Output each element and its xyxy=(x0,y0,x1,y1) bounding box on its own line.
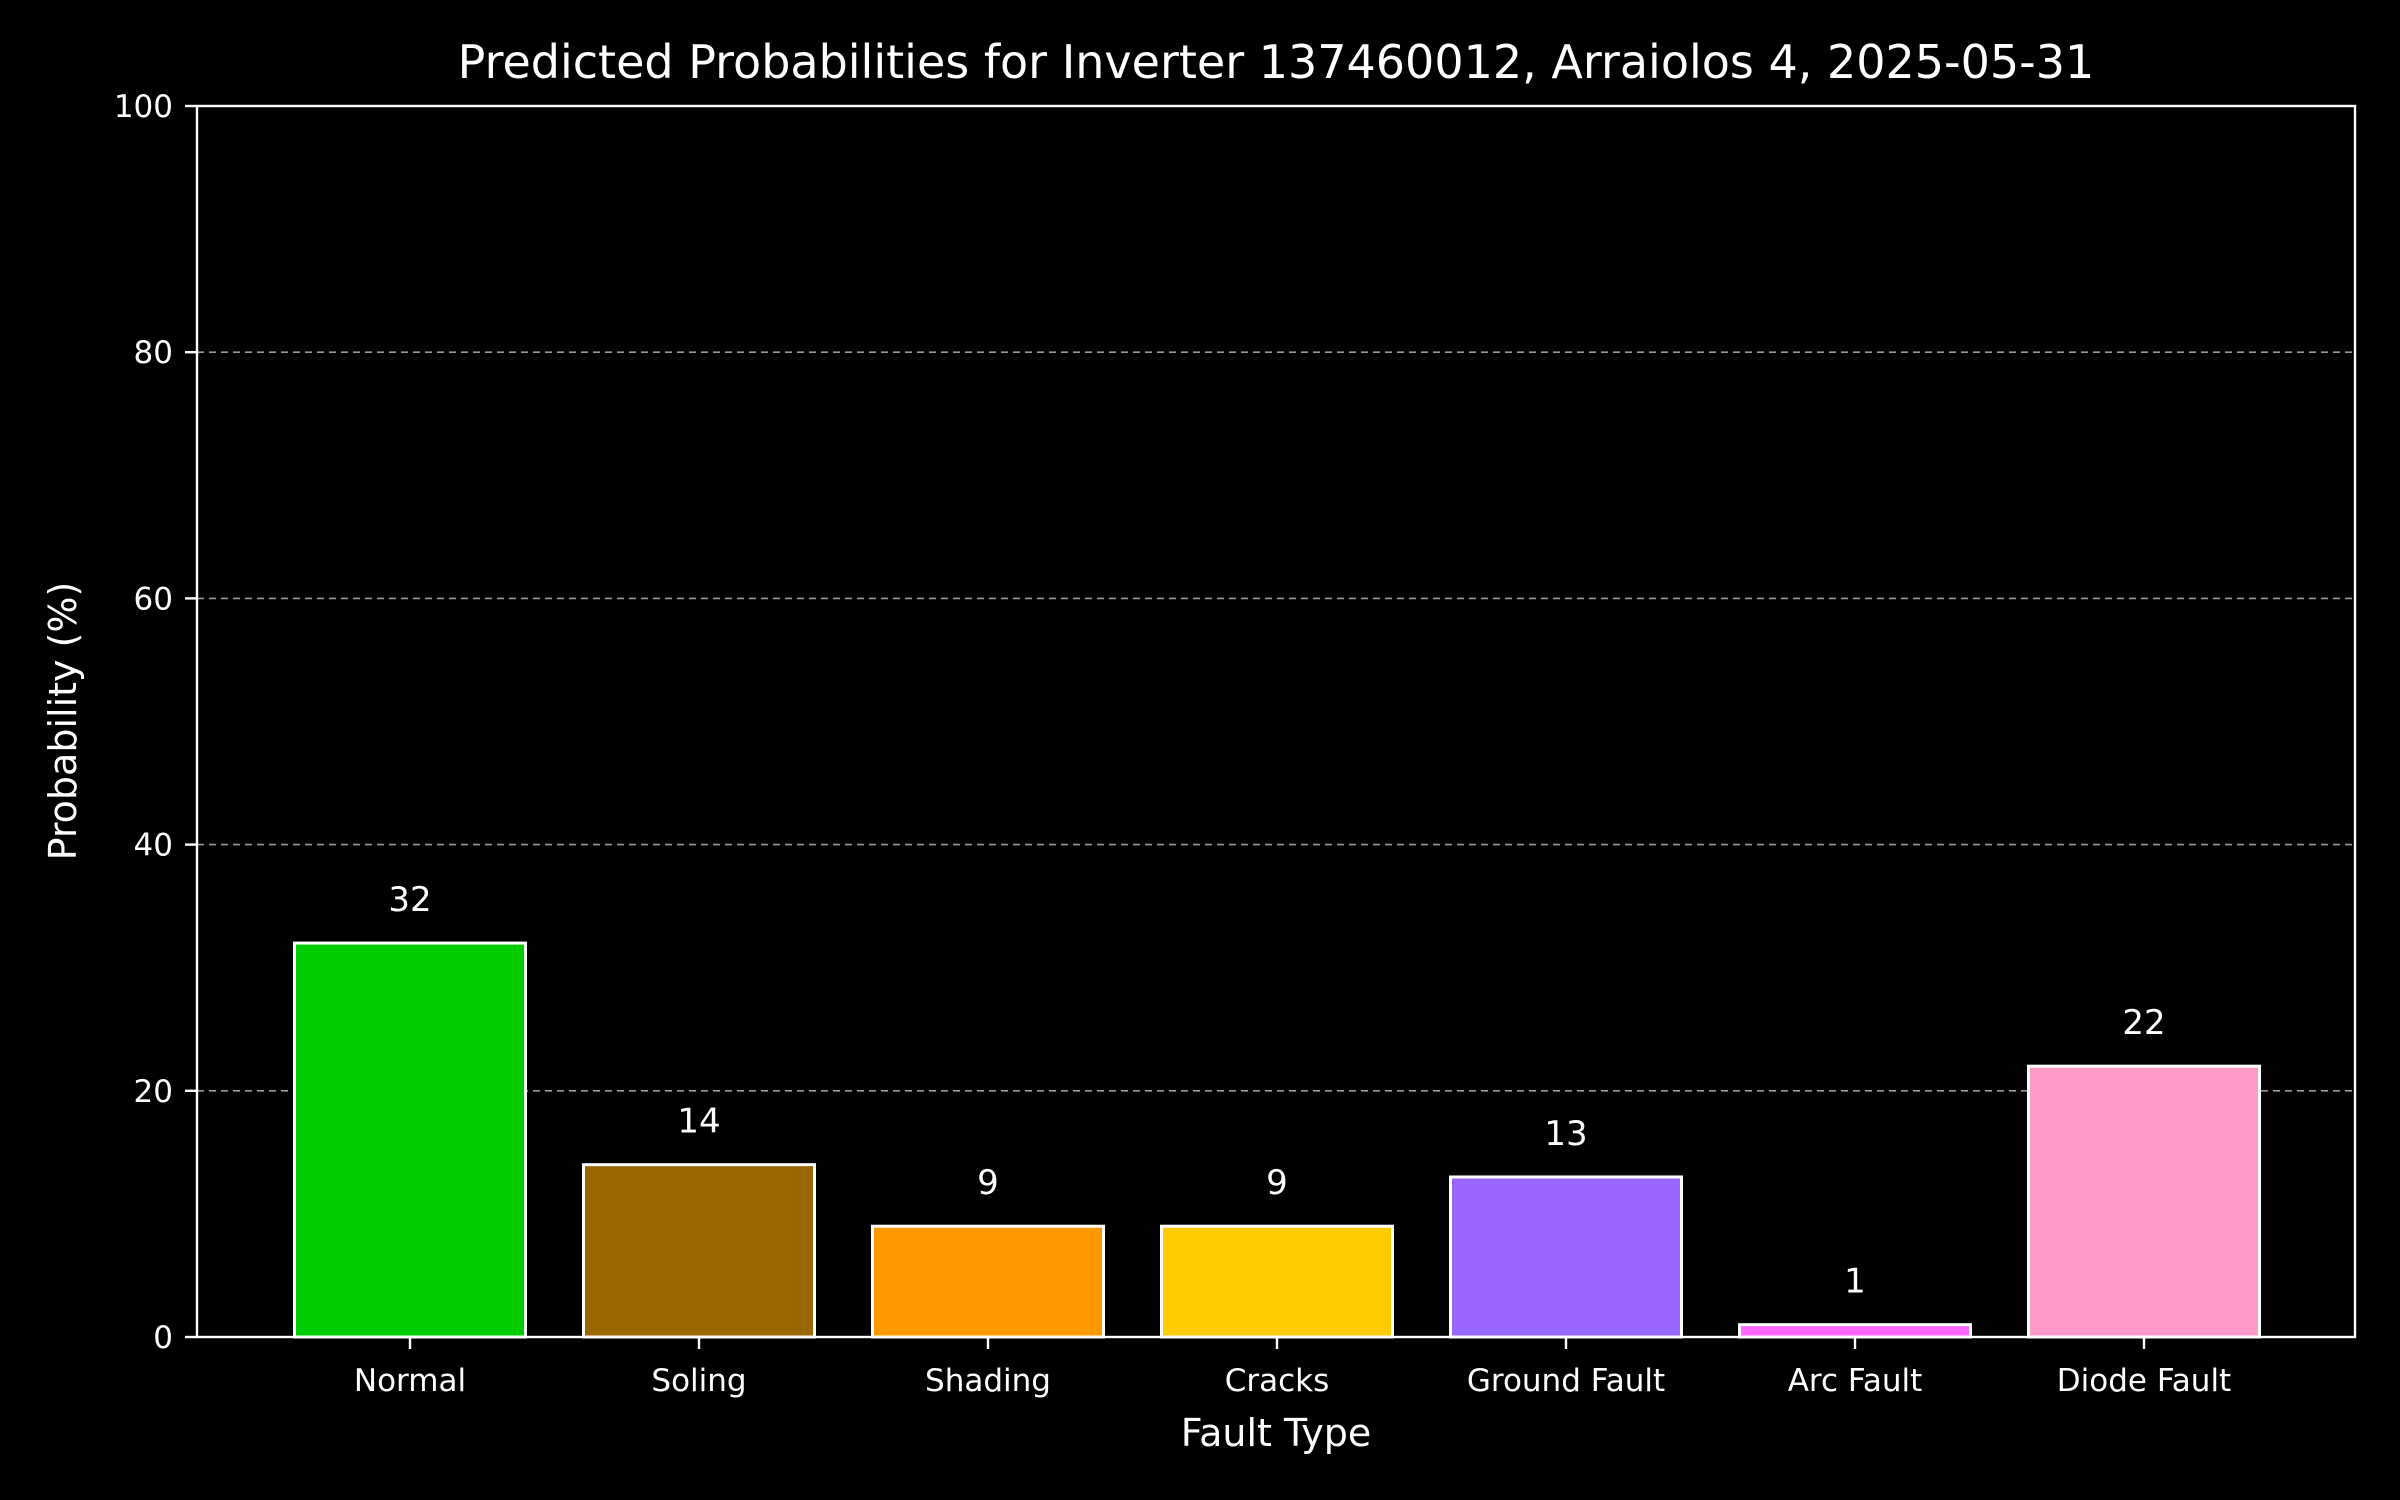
x-axis-ticks: Normal Soling Shading Cracks Ground Fault Arc… xyxy=(354,1337,2231,1399)
data-label: 32 xyxy=(388,880,431,920)
x-tick-label: Normal xyxy=(354,1363,466,1399)
chart-title: Predicted Probabilities for Inverter 137… xyxy=(458,35,2095,89)
y-axis-ticks: 0 20 40 60 80 100 xyxy=(114,89,197,1356)
x-tick-label: Ground Fault xyxy=(1467,1363,1665,1399)
data-labels: 32 14 9 9 13 1 22 xyxy=(388,880,2165,1302)
x-tick-label: Shading xyxy=(925,1363,1051,1399)
y-tick-label: 100 xyxy=(114,89,173,125)
x-tick-label: Arc Fault xyxy=(1788,1363,1923,1399)
x-tick-label: Cracks xyxy=(1225,1363,1330,1399)
data-label: 14 xyxy=(677,1102,720,1142)
x-axis-label: Fault Type xyxy=(1181,1411,1372,1455)
y-tick-label: 40 xyxy=(134,828,173,864)
bar-cracks xyxy=(1160,1224,1394,1339)
y-axis-label: Probability (%) xyxy=(41,582,85,861)
bar-shading xyxy=(871,1224,1105,1339)
data-label: 22 xyxy=(2122,1003,2165,1043)
bar-ground-fault xyxy=(1449,1175,1683,1339)
bars xyxy=(293,941,2261,1339)
bar-diode-fault xyxy=(2027,1064,2261,1339)
bar-normal xyxy=(293,941,527,1339)
bar-soling xyxy=(582,1163,816,1339)
y-tick-label: 20 xyxy=(134,1074,173,1110)
data-label: 9 xyxy=(1266,1163,1288,1203)
data-label: 1 xyxy=(1844,1262,1866,1302)
data-label: 13 xyxy=(1544,1114,1587,1154)
y-tick-label: 0 xyxy=(153,1320,173,1356)
y-tick-label: 60 xyxy=(134,581,173,617)
x-tick-label: Diode Fault xyxy=(2057,1363,2231,1399)
y-tick-label: 80 xyxy=(134,335,173,371)
x-tick-label: Soling xyxy=(651,1363,746,1399)
bar-arc-fault xyxy=(1738,1323,1972,1339)
data-label: 9 xyxy=(977,1163,999,1203)
